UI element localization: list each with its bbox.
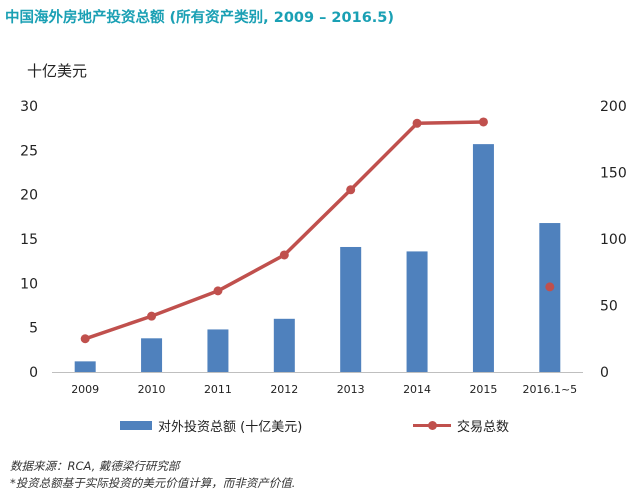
x-tick-label: 2010 xyxy=(138,383,166,396)
legend-bar-label: 对外投资总额 (十亿美元) xyxy=(158,420,303,435)
bar xyxy=(340,246,362,372)
bar xyxy=(406,251,428,372)
legend-line-swatch xyxy=(413,418,451,434)
y-axis-unit-label: 十亿美元 xyxy=(27,62,88,80)
bar xyxy=(141,338,163,372)
y-left-tick-label: 10 xyxy=(20,276,38,292)
bar xyxy=(273,318,295,372)
line-point xyxy=(412,118,422,128)
y-right-tick-label: 100 xyxy=(600,232,627,248)
x-tick-label: 2011 xyxy=(204,383,232,396)
y-left-tick-label: 30 xyxy=(20,99,38,115)
legend-item-line: 交易总数 xyxy=(413,416,509,435)
line-point xyxy=(279,250,289,260)
line-point xyxy=(147,311,157,321)
y-right-tick-label: 150 xyxy=(600,166,627,182)
chart-title: 中国海外房地产投资总额 (所有资产类别, 2009 – 2016.5) xyxy=(5,10,395,26)
y-left-tick-label: 5 xyxy=(29,321,38,337)
footnote: *投资总额基于实际投资的美元价值计算，而非资产价值. xyxy=(10,476,296,490)
x-tick-label: 2009 xyxy=(71,383,99,396)
line-point xyxy=(80,334,90,344)
y-right-tick-label: 200 xyxy=(600,99,627,115)
y-left-tick-label: 20 xyxy=(20,188,38,204)
x-tick-label: 2016.1~5 xyxy=(522,383,577,396)
legend-line-label: 交易总数 xyxy=(457,420,510,435)
bar xyxy=(207,329,229,372)
legend: 对外投资总额 (十亿美元) 交易总数 xyxy=(0,416,636,436)
bar xyxy=(472,144,494,372)
y-left-tick-label: 15 xyxy=(20,232,38,248)
notes: 数据来源：RCA, 戴德梁行研究部 *投资总额基于实际投资的美元价值计算，而非资… xyxy=(10,458,295,492)
x-tick-label: 2014 xyxy=(403,383,431,396)
legend-item-bar: 对外投资总额 (十亿美元) xyxy=(120,416,302,435)
x-tick-label: 2015 xyxy=(469,383,497,396)
y-left-tick-label: 0 xyxy=(29,365,38,381)
y-left-tick-label: 25 xyxy=(20,143,38,159)
legend-bar-swatch xyxy=(120,421,152,430)
line-point xyxy=(478,117,488,127)
y-right-tick-label: 50 xyxy=(600,299,618,315)
source-note: 数据来源：RCA, 戴德梁行研究部 xyxy=(10,459,180,473)
line-point xyxy=(346,185,356,195)
chart-plot: 0 5 10 15 20 25 30 0 50 100 150 200 2009 2010 2011 2012… xyxy=(20,99,627,396)
bar xyxy=(74,361,96,372)
bar xyxy=(539,223,561,372)
line-point xyxy=(213,286,223,296)
line-point xyxy=(545,282,555,292)
y-right-tick-label: 0 xyxy=(600,365,609,381)
x-tick-label: 2012 xyxy=(270,383,298,396)
x-tick-label: 2013 xyxy=(337,383,365,396)
